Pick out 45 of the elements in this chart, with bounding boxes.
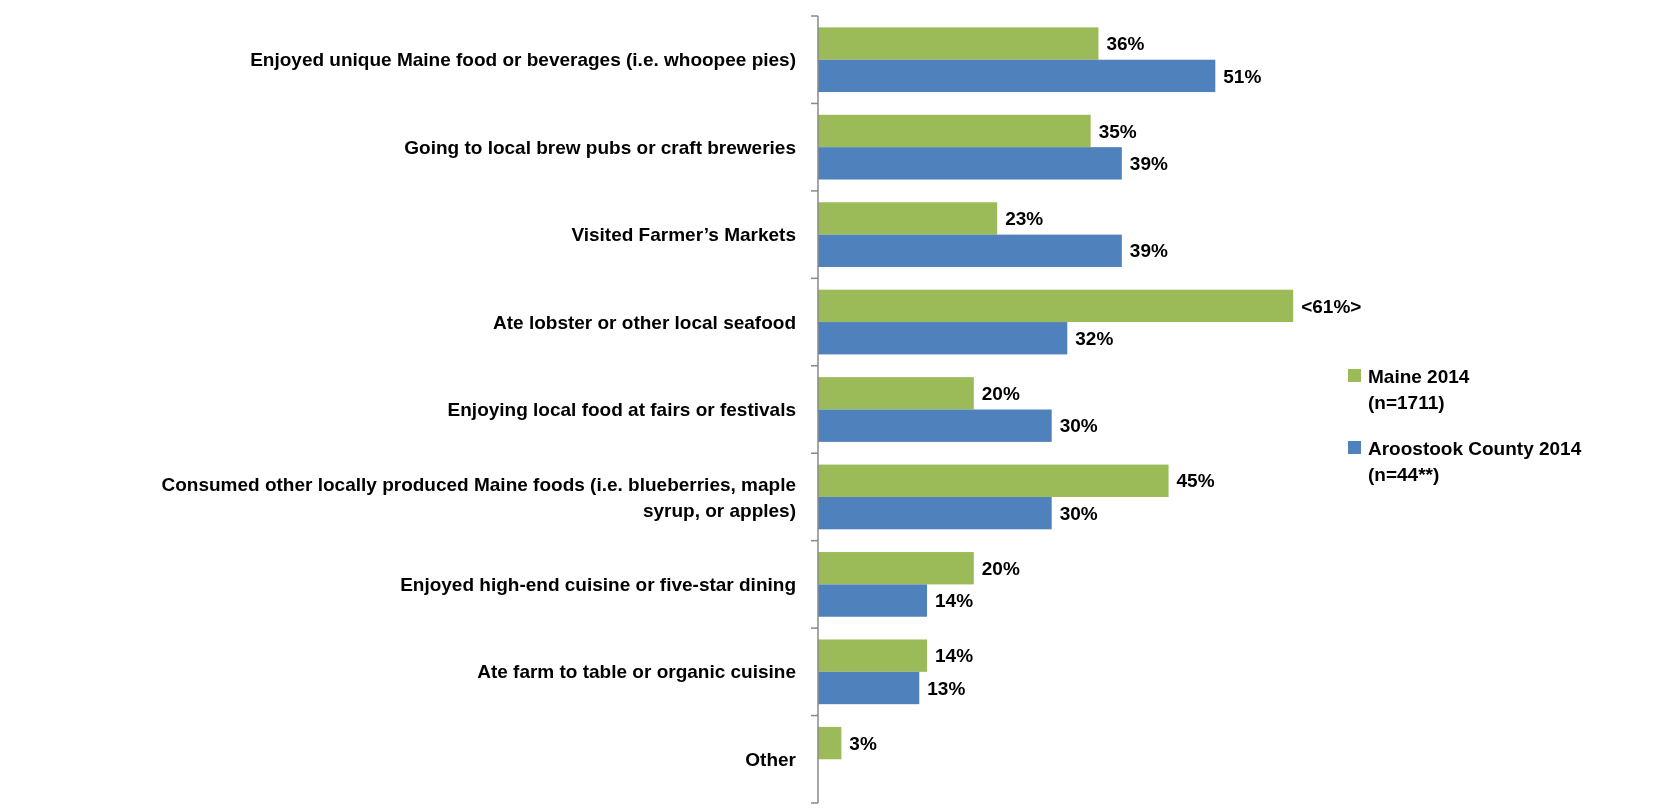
y-tick-label: Ate farm to table or organic cuisine bbox=[477, 661, 796, 683]
data-label: 23% bbox=[1005, 208, 1044, 230]
legend-label: Maine 2014 (n=1711) bbox=[1368, 365, 1470, 413]
data-label: 13% bbox=[927, 677, 966, 699]
bar bbox=[818, 202, 998, 235]
data-label: 14% bbox=[935, 590, 974, 612]
bar bbox=[818, 289, 1294, 323]
data-label: 39% bbox=[1129, 240, 1168, 262]
data-label: 39% bbox=[1129, 152, 1168, 174]
data-label: 51% bbox=[1223, 65, 1262, 87]
data-label: 30% bbox=[1059, 415, 1098, 437]
bar bbox=[818, 114, 1091, 148]
data-label: 3% bbox=[849, 732, 877, 754]
bar bbox=[818, 322, 1068, 355]
bar bbox=[818, 464, 1169, 497]
y-tick-label: Enjoyed high-end cuisine or five-star dining bbox=[400, 574, 796, 596]
bar bbox=[818, 639, 928, 672]
data-label: 30% bbox=[1059, 502, 1098, 524]
bar bbox=[818, 377, 974, 410]
y-tick-label: Enjoyed unique Maine food or beverages (i.e. whoopee pies) bbox=[250, 49, 796, 71]
bar bbox=[818, 59, 1216, 93]
bar bbox=[818, 234, 1122, 267]
data-label: 36% bbox=[1106, 33, 1145, 55]
bar bbox=[818, 27, 1099, 60]
data-label: 45% bbox=[1176, 470, 1215, 492]
data-label: 35% bbox=[1098, 120, 1137, 142]
data-label: 20% bbox=[981, 557, 1020, 579]
data-label: 32% bbox=[1075, 327, 1114, 349]
bar bbox=[818, 671, 920, 705]
bar bbox=[818, 584, 928, 617]
data-label: 14% bbox=[935, 645, 974, 667]
y-tick-label: Other bbox=[745, 748, 797, 770]
bar bbox=[818, 496, 1052, 530]
data-label: 20% bbox=[981, 382, 1020, 404]
bar bbox=[818, 409, 1052, 442]
y-tick-label: Enjoying local food at fairs or festivals bbox=[447, 399, 796, 421]
y-tick-label: Going to local brew pubs or craft breweries bbox=[404, 136, 796, 158]
y-tick-label: Visited Farmer’s Markets bbox=[571, 224, 796, 246]
bar bbox=[818, 552, 974, 585]
y-tick-label: Consumed other locally produced Maine foods (i.e. blueberries, maple syrup, or apples) bbox=[161, 473, 796, 521]
bar bbox=[818, 726, 842, 760]
y-tick-label: Ate lobster or other local seafood bbox=[493, 311, 796, 333]
bar bbox=[818, 147, 1122, 180]
data-label: <61%> bbox=[1301, 295, 1362, 317]
legend-label: Aroostook County 2014 (n=44**) bbox=[1368, 437, 1582, 485]
